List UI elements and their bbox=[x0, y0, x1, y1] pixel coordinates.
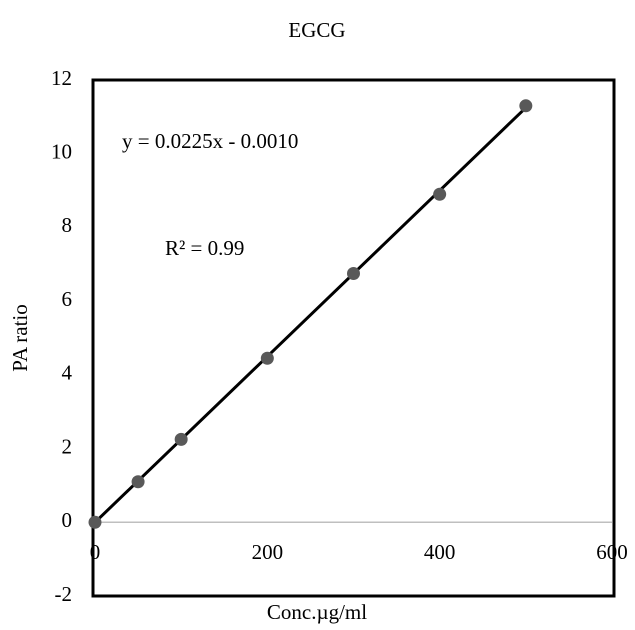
y-tick-label: 10 bbox=[51, 140, 72, 164]
x-tick-label: 0 bbox=[90, 540, 101, 564]
annotation: y = 0.0225x - 0.0010 bbox=[122, 129, 298, 153]
annotation: R² = 0.99 bbox=[165, 236, 244, 260]
x-tick-label: 400 bbox=[424, 540, 456, 564]
data-point bbox=[260, 351, 274, 365]
chart-title: EGCG bbox=[288, 18, 345, 42]
y-tick-label: 8 bbox=[62, 213, 73, 237]
plot-border bbox=[91, 78, 616, 598]
data-point bbox=[519, 99, 533, 113]
y-tick-label: 0 bbox=[62, 508, 73, 532]
y-tick-label: 4 bbox=[62, 361, 73, 385]
y-tick-label: 2 bbox=[62, 434, 73, 458]
data-point bbox=[174, 432, 188, 446]
x-tick-label: 600 bbox=[596, 540, 628, 564]
data-point bbox=[88, 515, 102, 529]
y-tick-label: 12 bbox=[51, 66, 72, 90]
x-axis-label: Conc.µg/ml bbox=[267, 600, 367, 624]
data-point bbox=[433, 187, 447, 201]
trendline bbox=[93, 106, 527, 524]
data-point bbox=[131, 475, 145, 489]
y-tick-label: -2 bbox=[55, 582, 73, 606]
x-tick-label: 200 bbox=[252, 540, 284, 564]
data-point bbox=[347, 267, 360, 280]
y-axis-label: PA ratio bbox=[8, 304, 32, 372]
y-tick-label: 6 bbox=[62, 287, 73, 311]
